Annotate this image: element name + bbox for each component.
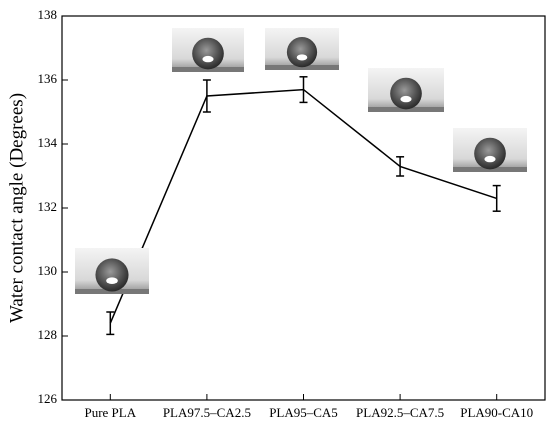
droplet xyxy=(390,77,422,110)
droplet-highlight xyxy=(484,155,496,163)
x-tick-label: PLA97.5–CA2.5 xyxy=(163,405,251,420)
droplet-image xyxy=(172,28,244,72)
image-base xyxy=(172,67,244,72)
y-tick-label: 126 xyxy=(38,391,58,406)
image-base xyxy=(265,65,339,70)
axes-frame xyxy=(61,15,546,401)
droplet xyxy=(95,258,129,292)
droplet-image xyxy=(75,248,149,294)
y-tick-label: 134 xyxy=(38,135,58,150)
data-line xyxy=(109,88,497,324)
error-bar xyxy=(492,184,501,212)
y-tick-label: 132 xyxy=(38,199,58,214)
error-bar xyxy=(106,311,115,336)
droplet-image xyxy=(265,28,339,70)
y-tick-label: 128 xyxy=(38,327,58,342)
image-base xyxy=(368,107,444,112)
x-tick-label: PLA95–CA5 xyxy=(269,405,338,420)
droplet-image xyxy=(368,68,444,112)
y-tick-label: 130 xyxy=(38,263,58,278)
droplet-highlight xyxy=(202,55,214,63)
x-tick-label: PLA90-CA10 xyxy=(460,405,533,420)
x-tick-label: PLA92.5–CA7.5 xyxy=(356,405,444,420)
droplet xyxy=(192,37,224,70)
droplet xyxy=(286,37,318,68)
droplet xyxy=(474,137,506,170)
droplet-highlight xyxy=(296,54,308,61)
image-base xyxy=(75,289,149,294)
x-tick-label: Pure PLA xyxy=(84,405,136,420)
error-bar xyxy=(396,156,405,177)
error-bar xyxy=(299,76,308,104)
y-tick-label: 138 xyxy=(38,7,58,22)
y-tick-label: 136 xyxy=(38,71,58,86)
droplet-image xyxy=(453,128,527,172)
error-bar xyxy=(202,79,211,113)
image-base xyxy=(453,167,527,172)
droplet-highlight xyxy=(400,95,412,103)
y-axis-label: Water contact angle (Degrees) xyxy=(6,93,27,323)
droplet-highlight xyxy=(106,277,118,285)
